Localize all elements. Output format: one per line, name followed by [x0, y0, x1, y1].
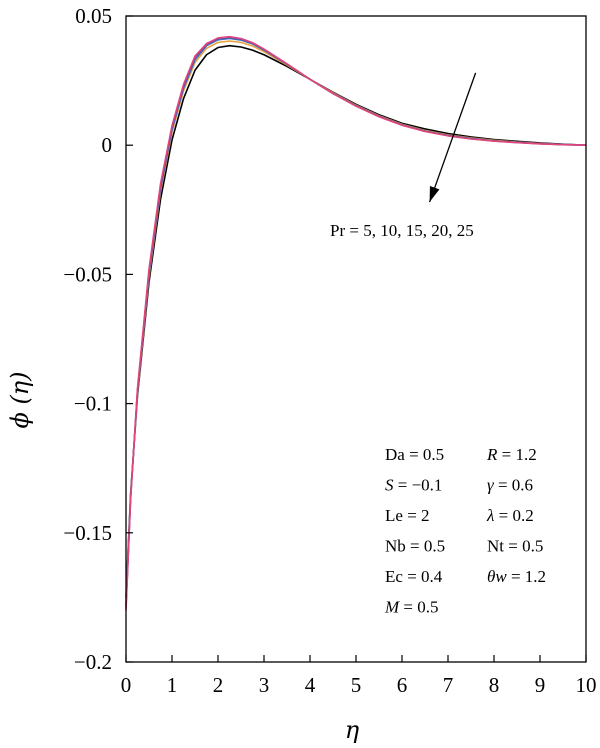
ticks-layer: 0 1 2 3 4 5 6 7 8 9 10 0.05 0 −0.05 −0.1 −0.15 −0.2 [63, 4, 596, 697]
x-tick-label: 7 [443, 673, 454, 697]
y-tick-label: −0.05 [63, 262, 112, 286]
parameter-text: γ = 0.6 [487, 476, 533, 495]
parameter-text: Le = 2 [385, 506, 430, 525]
x-tick-label: 10 [576, 673, 597, 697]
x-tick-label: 5 [351, 673, 362, 697]
x-axis-label: η [345, 716, 360, 744]
x-tick-label: 1 [167, 673, 178, 697]
y-tick-label: −0.2 [74, 650, 112, 674]
parameter-text: Nb = 0.5 [385, 537, 445, 556]
parameter-text: Nt = 0.5 [487, 537, 543, 556]
parameter-text: S = −0.1 [385, 476, 442, 495]
parameter-text: θw = 1.2 [487, 567, 546, 586]
parameter-text: λ = 0.2 [486, 506, 534, 525]
y-tick-label: 0.05 [75, 4, 112, 28]
y-tick-label: 0 [102, 133, 113, 157]
annotation-arrow-head [429, 186, 440, 203]
annotation-layer: Pr = 5, 10, 15, 20, 25 Da = 0.5 R = 1.2 S =… [330, 72, 546, 617]
x-tick-label: 3 [259, 673, 270, 697]
pr-annotation: Pr = 5, 10, 15, 20, 25 [330, 221, 474, 240]
series-line [125, 35, 587, 611]
x-tick-label: 8 [489, 673, 500, 697]
plot-frame [125, 15, 587, 663]
y-axis-label: ϕ (η) [6, 371, 34, 428]
annotation-arrow-shaft [428, 72, 477, 203]
y-tick-label: −0.15 [63, 521, 112, 545]
parameter-text: R = 1.2 [486, 445, 537, 464]
x-tick-label: 2 [213, 673, 224, 697]
parameter-text: Da = 0.5 [385, 445, 444, 464]
parameter-text: M = 0.5 [384, 598, 439, 617]
x-tick-label: 0 [121, 673, 132, 697]
y-tick-label: −0.1 [74, 392, 112, 416]
x-tick-label: 9 [535, 673, 546, 697]
x-tick-label: 6 [397, 673, 408, 697]
series-layer [125, 35, 587, 611]
parameter-text: Ec = 0.4 [385, 567, 443, 586]
series-line [125, 44, 587, 598]
x-tick-label: 4 [305, 673, 316, 697]
